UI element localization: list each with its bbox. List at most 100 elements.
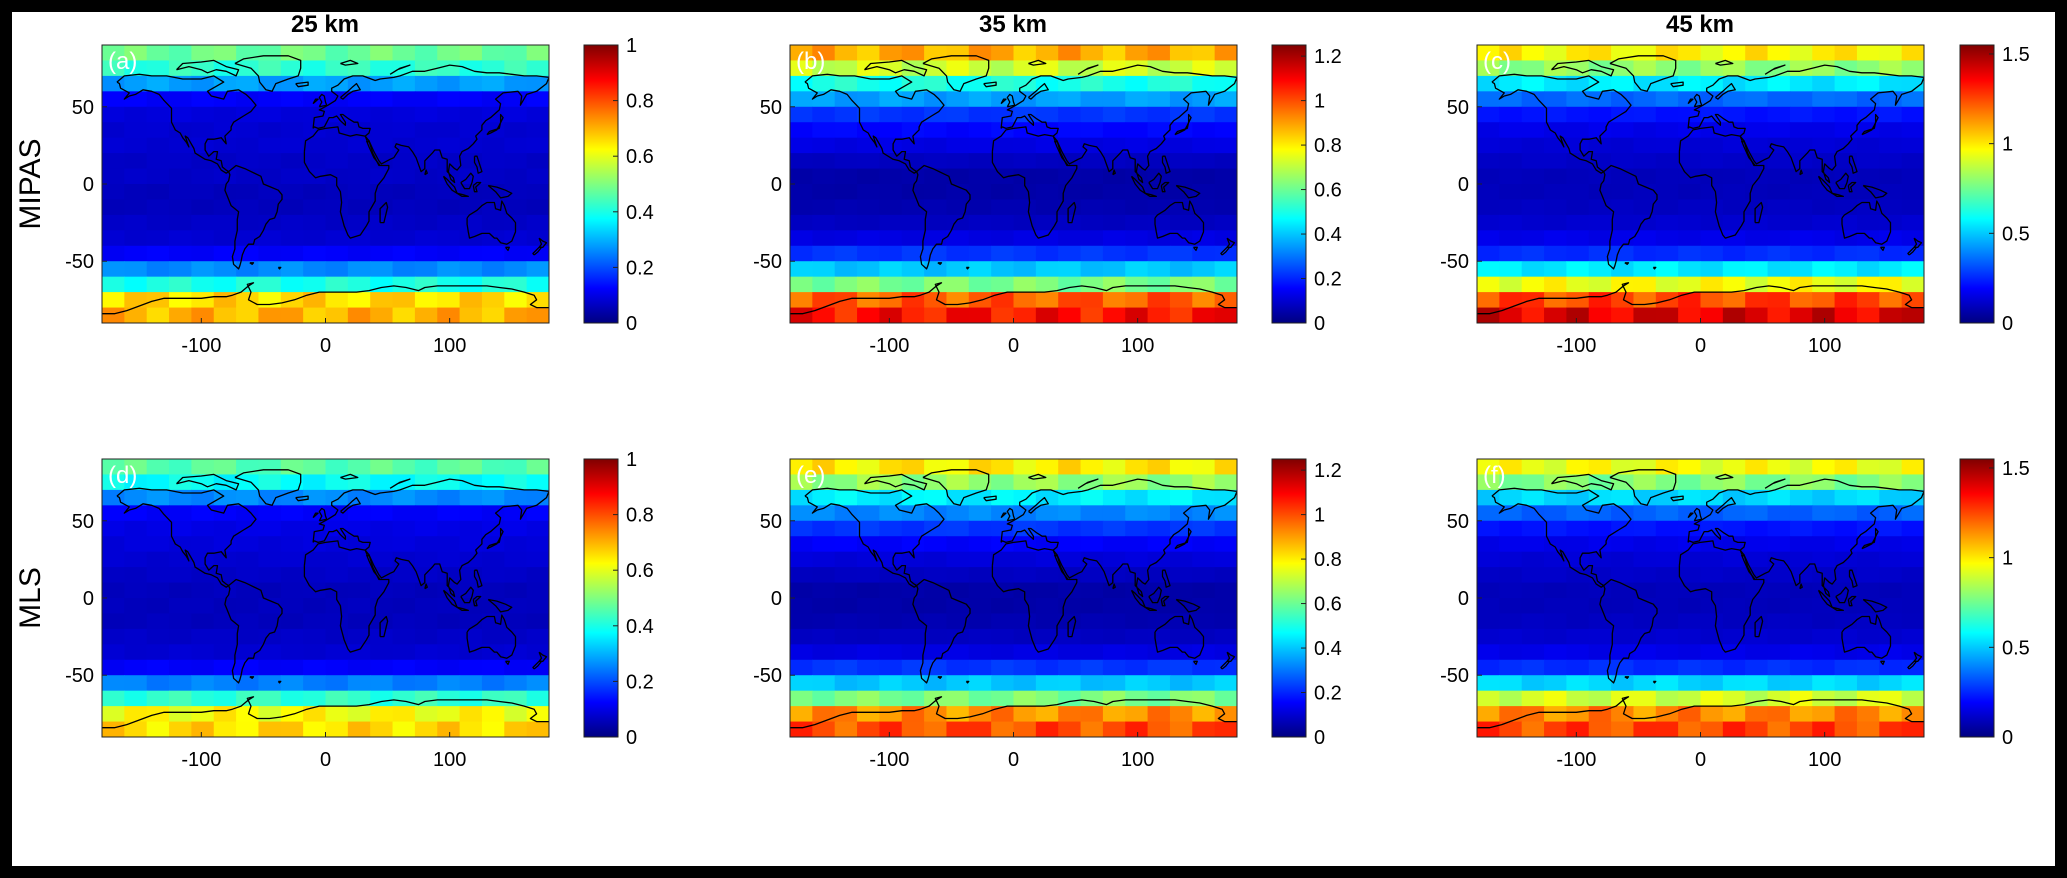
heatmap-cell [1080,184,1104,201]
heatmap-cell [1789,153,1813,170]
heatmap-cell [414,230,438,247]
heatmap-cell [1013,199,1037,216]
heatmap-cell [1834,659,1858,676]
heatmap-cell [1700,459,1724,476]
heatmap-cell [437,675,461,692]
heatmap-cell [1521,199,1545,216]
heatmap-cell [1901,536,1924,553]
heatmap-cell [1035,137,1059,154]
heatmap-cell [901,168,925,185]
heatmap-cell [1901,292,1924,309]
heatmap-cell [879,276,903,293]
heatmap-cell [191,307,215,323]
heatmap-cell [347,60,371,77]
panel-c-mipas-45km: 500-50-100 0 100(c)00.511.5 [1440,44,2030,357]
heatmap-cell [414,137,438,154]
heatmap-cell [1834,106,1858,123]
heatmap-cell [1633,106,1657,123]
coastline [922,55,990,92]
heatmap-cell [1655,230,1679,247]
heatmap-cell [459,106,483,123]
heatmap-cell [280,106,304,123]
heatmap-cell [1102,505,1126,522]
heatmap-cell [459,644,483,661]
heatmap-cell [1566,567,1590,584]
heatmap-cell [991,598,1015,615]
heatmap-cell [481,199,505,216]
heatmap-cell [280,91,304,108]
coastline [1192,660,1198,666]
colorbar-tick-label: 1.5 [2002,458,2030,480]
heatmap-cell [1544,184,1567,201]
heatmap-cell [1013,659,1037,676]
heatmap-cell [857,199,880,216]
heatmap-cell [1745,536,1769,553]
heatmap-cell [1169,659,1193,676]
heatmap-cell [325,230,349,247]
heatmap-cell [1611,153,1635,170]
heatmap-cell [1125,721,1149,737]
y-tick-label: -50 [753,251,782,273]
heatmap-cell [968,60,992,77]
heatmap-cell [1901,153,1924,170]
heatmap-cell [1789,261,1813,278]
heatmap-cell [991,307,1015,323]
panel-label: (a) [108,48,137,75]
heatmap-cell [1767,520,1791,537]
heatmap-cell [370,245,394,262]
heatmap-cell [1901,505,1924,522]
heatmap-cell [1745,690,1769,707]
heatmap-cell [1834,276,1858,293]
heatmap-cell [946,520,970,537]
heatmap-cell [1035,45,1059,62]
heatmap-cell [236,307,260,323]
heatmap-cell [347,567,371,584]
heatmap-cell [991,721,1015,737]
heatmap-cell [370,598,394,615]
heatmap-cell [1125,122,1149,139]
heatmap-cell [1058,184,1082,201]
heatmap-cell [459,721,483,737]
heatmap-cell [1856,644,1880,661]
heatmap-cell [102,91,125,108]
heatmap-cell [946,153,970,170]
heatmap-cell [1080,45,1104,62]
heatmap-cell [1901,582,1924,599]
heatmap-cell [1856,292,1880,309]
heatmap-cell [1655,106,1679,123]
heatmap-cell [1102,106,1126,123]
heatmap-cell [102,245,125,262]
heatmap-cell [1544,230,1567,247]
heatmap-cell [392,261,416,278]
heatmap-cell [1745,60,1769,77]
heatmap-cell [924,706,948,723]
heatmap-cell [1102,214,1126,231]
heatmap-cell [258,106,282,123]
heatmap-cell [1035,153,1059,170]
heatmap-cell [258,168,282,185]
heatmap-cell [481,582,505,599]
heatmap-cell [879,122,903,139]
heatmap-cell [169,706,192,723]
heatmap-cell [1080,91,1104,108]
heatmap-cell [258,459,282,476]
colorbar [583,44,619,324]
heatmap-cell [102,613,125,630]
heatmap-cell [1499,706,1523,723]
heatmap-cell [325,307,349,323]
heatmap-cell [1611,582,1635,599]
heatmap-cell [1192,582,1216,599]
heatmap-cell [1678,474,1702,491]
heatmap-cell [1544,307,1567,323]
heatmap-cell [1588,106,1612,123]
heatmap-cell [812,261,836,278]
heatmap-cell [1633,505,1657,522]
coastline [1609,469,1677,506]
heatmap-cell [1566,153,1590,170]
heatmap-cell [1035,230,1059,247]
heatmap-cell [102,659,125,676]
heatmap-cell [1058,106,1082,123]
heatmap-cell [1745,122,1769,139]
coastline [1000,98,1007,105]
heatmap-cell [1566,184,1590,201]
